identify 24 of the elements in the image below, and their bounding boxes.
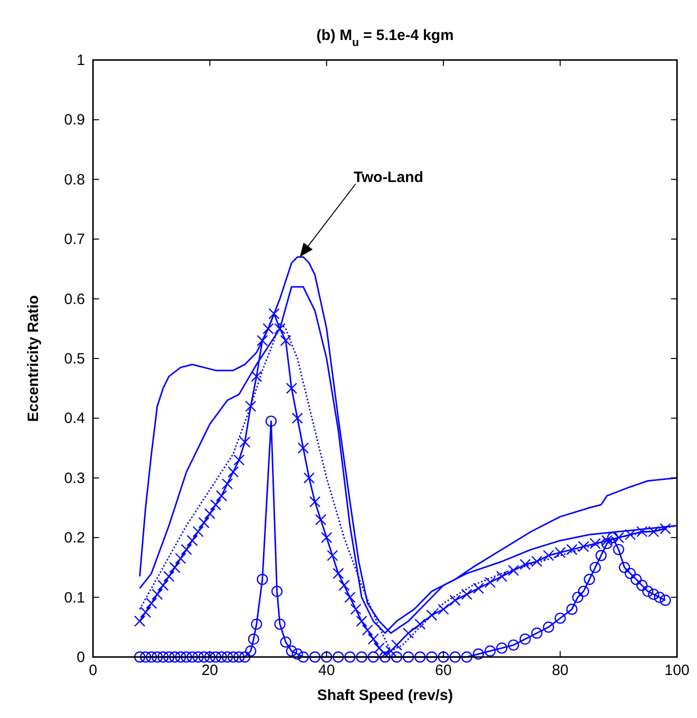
y-tick-label: 1 — [76, 52, 85, 69]
point — [613, 532, 624, 544]
chart-title: (b) M$_{u}$ = 5.1e-4 kgm — [316, 27, 454, 49]
x-axis-title: Shaft Speed (rev/s) — [317, 687, 453, 704]
y-tick-label: 0.4 — [64, 410, 85, 428]
y-tick-label: 0.2 — [64, 530, 85, 547]
point — [385, 645, 396, 657]
y-axis-title: Eccentricity Ratio — [25, 295, 42, 422]
y-tick-label: 0.3 — [64, 470, 85, 487]
x-tick-label: 0 — [88, 662, 98, 679]
point — [245, 400, 256, 412]
y-tick-label: 0.9 — [64, 112, 85, 129]
x-tick-label: 100 — [664, 662, 690, 679]
y-tick-label: 0.6 — [64, 290, 85, 308]
x-tick-label: 40 — [318, 662, 335, 679]
x-tick-label: 20 — [201, 662, 218, 679]
y-tick-label: 0.8 — [64, 171, 85, 188]
y-tick-label: 0.5 — [64, 350, 85, 368]
annotation: Two-Land — [354, 168, 424, 186]
x-tick-label: 60 — [435, 662, 452, 679]
x-tick-label: 80 — [552, 662, 569, 679]
y-tick-label: 0.1 — [64, 589, 85, 606]
y-tick-label: 0.7 — [64, 231, 85, 248]
y-tick-label: 0 — [76, 649, 85, 666]
